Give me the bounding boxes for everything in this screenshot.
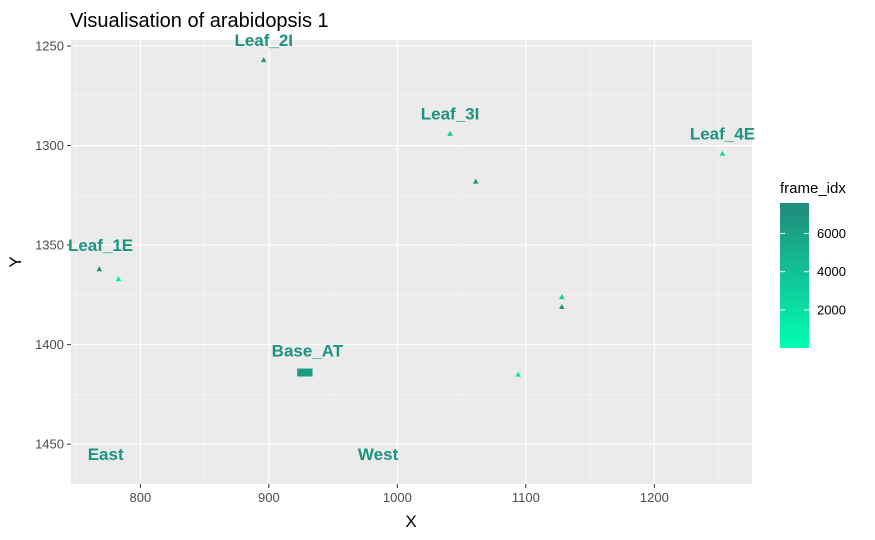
legend-colorbar (780, 203, 809, 348)
point-label: Leaf_3I (421, 105, 480, 124)
data-points (96, 57, 726, 377)
data-point (515, 371, 521, 377)
data-point (472, 178, 479, 184)
axis-ticks: 800 900 1000 1100 1200 1250 1300 1350 1400 1450 (35, 38, 669, 505)
x-tick-label: 800 (130, 490, 152, 505)
y-axis-title: Y (6, 256, 25, 267)
data-point (260, 57, 267, 63)
point-label: Leaf_4E (690, 125, 755, 144)
data-point (559, 294, 565, 300)
point-label: Leaf_2I (234, 31, 293, 50)
x-tick-label: 1000 (383, 490, 412, 505)
legend-tick-label: 2000 (817, 302, 846, 317)
y-tick-label: 1450 (35, 437, 64, 452)
x-tick-label: 1100 (512, 490, 540, 505)
y-tick-label: 1400 (35, 337, 64, 352)
data-point (447, 130, 453, 136)
y-tick-label: 1300 (35, 138, 64, 153)
grid-minor (71, 40, 752, 484)
data-point (559, 303, 565, 310)
data-point (115, 276, 122, 282)
point-label: Base_AT (272, 342, 344, 361)
point-label: Leaf_1E (68, 236, 133, 255)
data-point (96, 266, 103, 272)
y-tick-label: 1250 (35, 38, 64, 53)
point-label: East (88, 445, 124, 464)
legend-ticks: 2000 4000 6000 (780, 226, 846, 317)
point-label: West (358, 445, 399, 464)
legend-title: frame_idx (780, 180, 846, 197)
x-tick-label: 1200 (640, 490, 669, 505)
point-labels: Leaf_2I Leaf_3I Leaf_4E Leaf_1E Base_AT East W… (68, 31, 755, 464)
grid-major (71, 40, 752, 484)
legend: frame_idx 2000 4000 6000 (780, 180, 846, 348)
legend-tick-label: 4000 (817, 264, 846, 279)
data-point (719, 150, 726, 156)
x-tick-label: 900 (258, 490, 280, 505)
base-cluster-points (297, 368, 313, 377)
plot-panel (71, 40, 752, 484)
legend-tick-label: 6000 (817, 226, 846, 241)
chart-title: Visualisation of arabidopsis 1 (70, 10, 329, 32)
y-tick-label: 1350 (35, 238, 64, 253)
x-axis-title: X (405, 512, 416, 531)
